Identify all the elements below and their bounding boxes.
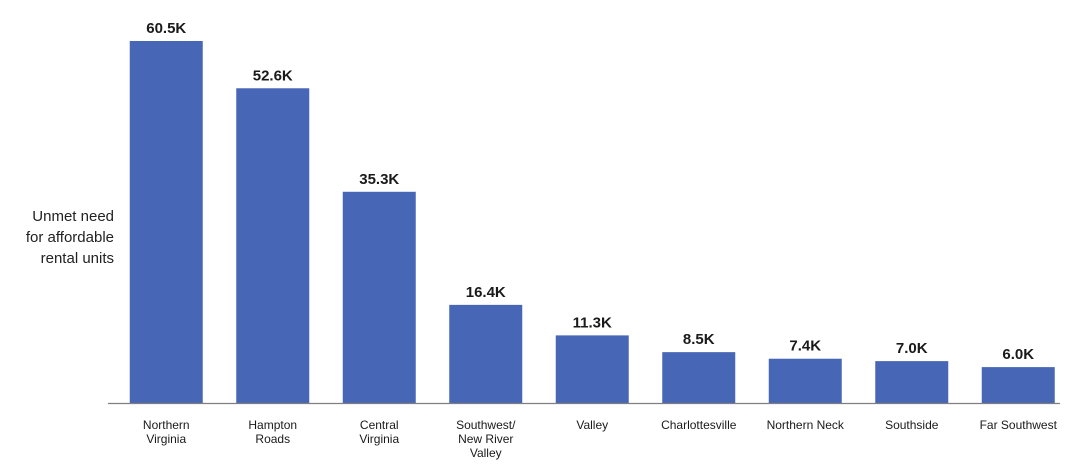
bar [449, 304, 523, 403]
bar [875, 361, 949, 403]
bar-value-label: 35.3K [359, 171, 399, 188]
category-labels-group: NorthernVirginiaHamptonRoadsCentralVirgi… [143, 418, 1058, 460]
category-tick-label: Virginia [359, 432, 399, 446]
category-tick-label: Central [360, 418, 399, 432]
bar-value-label: 52.6K [253, 67, 293, 84]
category-tick-label: New River [458, 432, 513, 446]
bar-value-label: 16.4K [466, 284, 506, 301]
bar [129, 41, 203, 403]
category-tick-label: Hampton [248, 418, 297, 432]
category-tick-label: Valley [470, 446, 502, 460]
bar-value-label: 7.4K [789, 338, 821, 355]
category-tick-label: Southside [885, 418, 939, 432]
category-tick-label: Northern [143, 418, 190, 432]
category-tick-label: Virginia [146, 432, 186, 446]
category-tick-label: Far Southwest [980, 418, 1058, 432]
category-tick-label: Valley [576, 418, 608, 432]
category-tick-label: Northern Neck [767, 418, 845, 432]
bar-value-label: 6.0K [1002, 346, 1034, 363]
category-tick-label: Roads [255, 432, 290, 446]
bars-group [129, 41, 1055, 404]
bar-value-label: 7.0K [896, 340, 928, 357]
bar [342, 191, 416, 403]
bar-value-label: 8.5K [683, 331, 715, 348]
bar-value-label: 11.3K [573, 314, 612, 331]
bar [555, 335, 629, 403]
category-tick-label: Southwest/ [456, 418, 516, 432]
bar [662, 352, 736, 403]
value-labels-group: 60.5K 52.6K 35.3K 16.4K 11.3K 8.5K 7.4K 7.0K 6.0… [146, 20, 1034, 363]
y-axis-label-line: for affordable [26, 229, 114, 246]
y-axis-label: Unmet need for affordable rental units [26, 208, 114, 267]
bar [768, 358, 842, 403]
y-axis-label-line: Unmet need [32, 208, 114, 225]
category-tick-label: Charlottesville [661, 418, 737, 432]
y-axis-label-line: rental units [41, 250, 114, 267]
bar [981, 367, 1055, 403]
bar [236, 88, 310, 404]
bar-value-label: 60.5K [146, 20, 186, 37]
